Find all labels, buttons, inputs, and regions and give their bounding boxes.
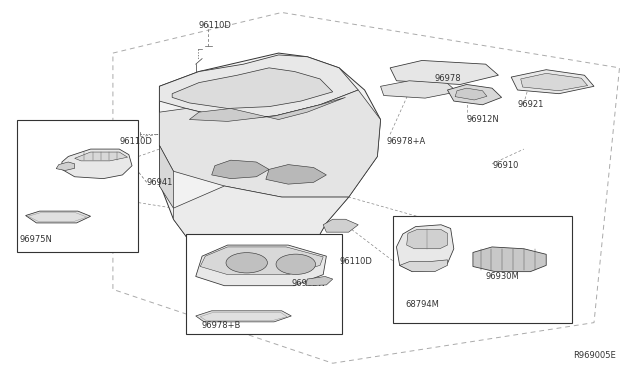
Text: 96110D: 96110D: [199, 21, 232, 30]
Polygon shape: [381, 81, 457, 98]
Polygon shape: [406, 230, 447, 249]
Polygon shape: [511, 70, 594, 94]
Bar: [186, 234, 342, 334]
Polygon shape: [173, 186, 349, 260]
Polygon shape: [196, 311, 291, 322]
Polygon shape: [473, 247, 546, 272]
Polygon shape: [172, 68, 333, 109]
Text: 96930M: 96930M: [486, 272, 520, 281]
Polygon shape: [75, 152, 127, 161]
Polygon shape: [455, 88, 487, 100]
Text: 96921: 96921: [518, 100, 544, 109]
Polygon shape: [323, 219, 358, 232]
Text: 96110D: 96110D: [339, 257, 372, 266]
Ellipse shape: [276, 254, 316, 275]
Text: 96978: 96978: [435, 74, 461, 83]
Bar: [17, 119, 138, 253]
Bar: [394, 215, 572, 323]
Polygon shape: [26, 211, 91, 223]
Polygon shape: [399, 260, 447, 272]
Text: 68794M: 68794M: [405, 300, 439, 310]
Polygon shape: [396, 225, 454, 272]
Polygon shape: [521, 73, 588, 91]
Ellipse shape: [226, 253, 268, 273]
Polygon shape: [212, 160, 269, 179]
Polygon shape: [159, 55, 358, 119]
Polygon shape: [196, 245, 326, 286]
Polygon shape: [390, 61, 499, 84]
Polygon shape: [189, 97, 346, 121]
Polygon shape: [266, 164, 326, 184]
Polygon shape: [447, 84, 502, 105]
Text: 96110D: 96110D: [119, 137, 152, 146]
Polygon shape: [200, 247, 323, 275]
Text: R969005E: R969005E: [573, 351, 616, 360]
Polygon shape: [159, 145, 173, 208]
Polygon shape: [159, 90, 381, 197]
Text: 96978+A: 96978+A: [387, 137, 426, 146]
Text: 96912N: 96912N: [467, 115, 499, 124]
Text: 96975N: 96975N: [20, 235, 53, 244]
Polygon shape: [159, 53, 381, 260]
Text: 96978+B: 96978+B: [202, 321, 241, 330]
Text: 96910: 96910: [492, 161, 518, 170]
Polygon shape: [62, 149, 132, 179]
Polygon shape: [306, 276, 333, 286]
Polygon shape: [56, 162, 75, 170]
Text: 96912W: 96912W: [291, 279, 326, 288]
Text: 96941: 96941: [147, 178, 173, 187]
